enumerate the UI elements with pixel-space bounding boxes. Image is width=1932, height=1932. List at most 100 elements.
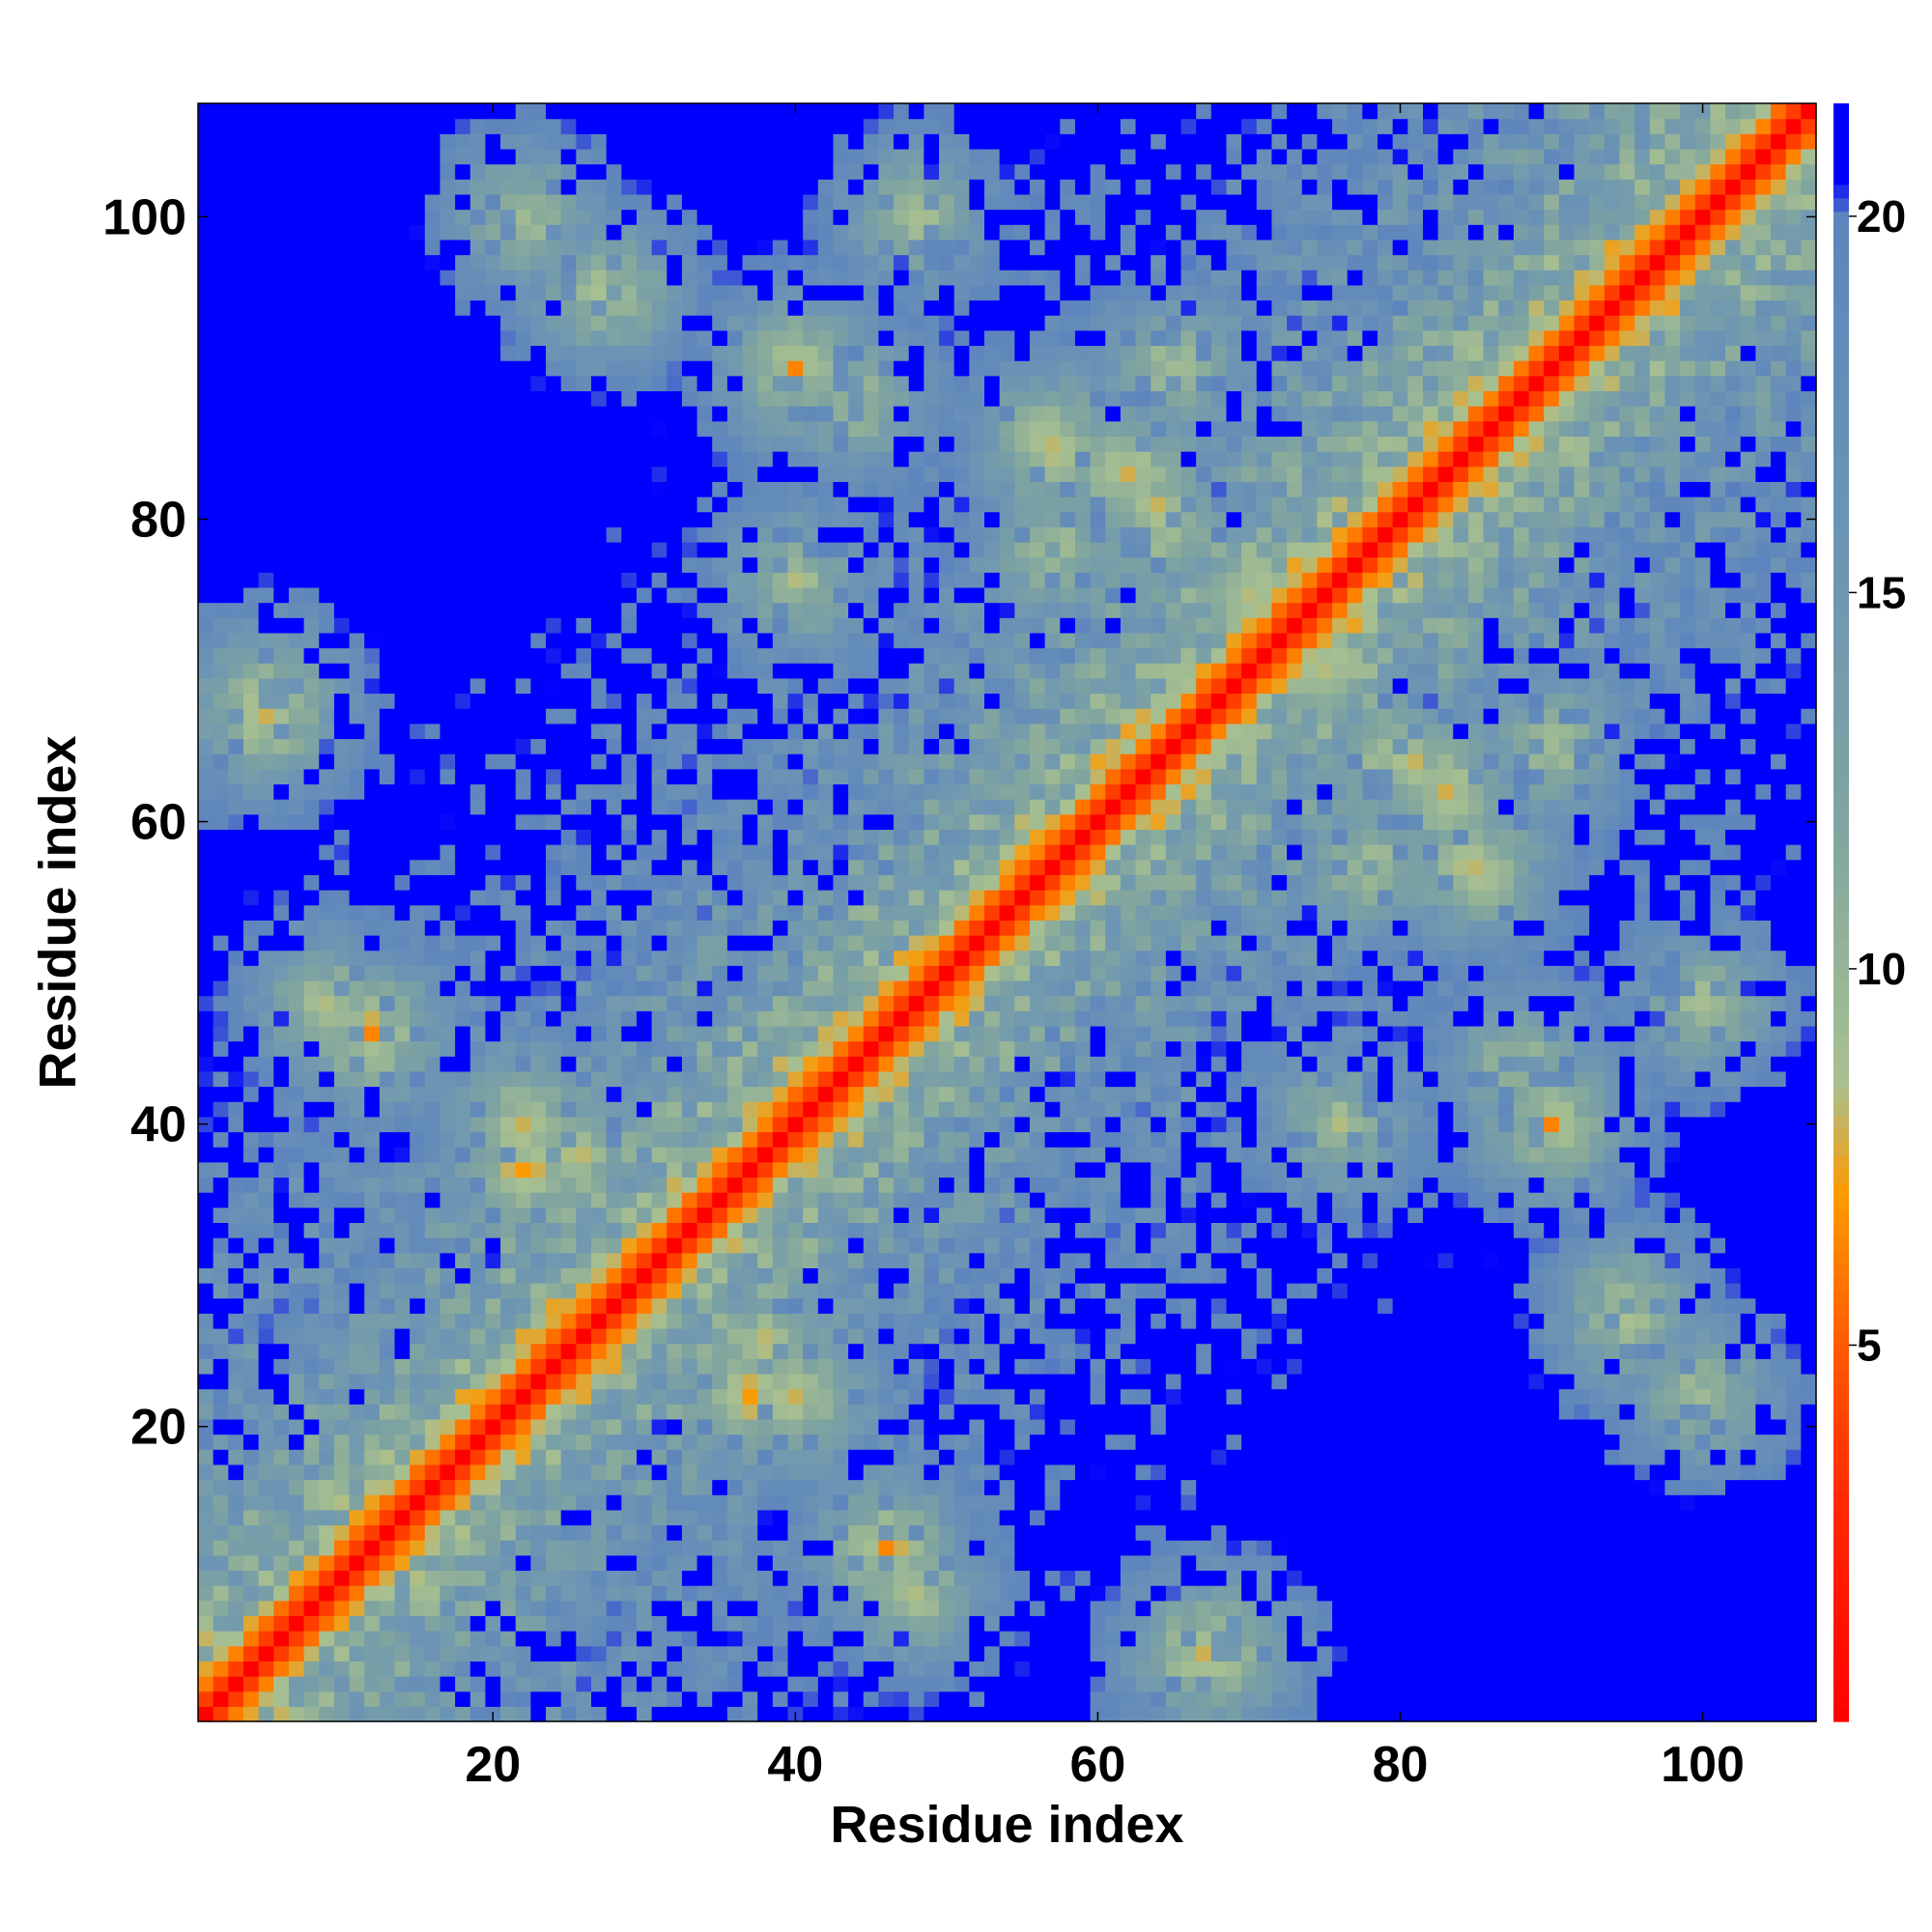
heatmap-cell xyxy=(591,934,608,952)
heatmap-cell xyxy=(726,1434,744,1450)
heatmap-cell xyxy=(817,1237,835,1254)
heatmap-cell xyxy=(696,1101,713,1118)
heatmap-cell xyxy=(349,844,365,861)
heatmap-cell xyxy=(469,133,487,150)
heatmap-cell xyxy=(455,723,471,740)
heatmap-cell xyxy=(530,859,547,875)
heatmap-cell xyxy=(333,1524,351,1541)
heatmap-cell xyxy=(485,315,501,331)
heatmap-cell xyxy=(364,890,381,906)
heatmap-cell xyxy=(591,677,608,695)
heatmap-cell xyxy=(863,1615,880,1632)
heatmap-cell xyxy=(591,632,608,649)
heatmap-cell xyxy=(242,995,260,1011)
heatmap-cell xyxy=(379,813,396,830)
heatmap-cell xyxy=(242,526,260,543)
heatmap-cell xyxy=(333,360,351,377)
heatmap-cell xyxy=(894,1222,910,1238)
heatmap-cell xyxy=(576,1327,592,1345)
heatmap-cell xyxy=(410,1343,426,1359)
heatmap-cell xyxy=(817,390,835,407)
heatmap-cell xyxy=(500,1010,517,1027)
heatmap-cell xyxy=(833,859,849,875)
heatmap-cell xyxy=(803,693,819,709)
heatmap-cell xyxy=(546,541,562,558)
heatmap-cell xyxy=(848,345,865,361)
heatmap-cell xyxy=(410,179,426,195)
heatmap-cell xyxy=(364,1056,381,1072)
heatmap-cell xyxy=(667,1297,683,1314)
heatmap-cell xyxy=(288,148,305,165)
heatmap-cell xyxy=(303,1418,320,1435)
heatmap-cell xyxy=(303,1434,320,1450)
heatmap-cell xyxy=(621,1540,638,1556)
heatmap-cell xyxy=(636,133,653,150)
heatmap-cell xyxy=(772,1434,789,1450)
heatmap-cell xyxy=(848,436,865,452)
heatmap-cell xyxy=(696,436,713,452)
heatmap-cell xyxy=(485,1479,501,1495)
heatmap-cell xyxy=(424,859,441,875)
heatmap-cell xyxy=(455,315,471,331)
heatmap-cell xyxy=(319,315,335,331)
heatmap-cell xyxy=(803,1494,819,1511)
heatmap-cell xyxy=(469,1540,487,1556)
heatmap-cell xyxy=(273,1207,290,1224)
heatmap-cell xyxy=(546,451,562,468)
heatmap-cell xyxy=(198,1690,214,1707)
heatmap-cell xyxy=(726,632,744,649)
heatmap-cell xyxy=(364,193,381,211)
heatmap-cell xyxy=(349,451,365,468)
heatmap-cell xyxy=(198,859,214,875)
heatmap-cell xyxy=(894,965,910,981)
heatmap-cell xyxy=(606,390,622,407)
heatmap-cell xyxy=(213,420,229,437)
heatmap-cell xyxy=(863,1343,880,1359)
heatmap-cell xyxy=(833,1297,849,1314)
heatmap-cell xyxy=(742,345,758,361)
heatmap-cell xyxy=(273,1086,290,1102)
heatmap-cell xyxy=(757,556,774,573)
heatmap-cell xyxy=(696,1434,713,1450)
heatmap-cell xyxy=(410,890,426,906)
heatmap-cell xyxy=(364,103,381,120)
heatmap-cell xyxy=(863,1116,880,1133)
heatmap-cell xyxy=(772,179,789,195)
heatmap-cell xyxy=(546,1509,562,1526)
heatmap-cell xyxy=(803,768,819,785)
heatmap-cell xyxy=(863,1524,880,1541)
heatmap-cell xyxy=(772,1131,789,1148)
heatmap-cell xyxy=(681,1706,698,1722)
heatmap-cell xyxy=(848,420,865,437)
heatmap-cell xyxy=(667,345,683,361)
heatmap-cell xyxy=(410,995,426,1011)
heatmap-cell xyxy=(787,647,804,664)
heatmap-cell xyxy=(364,1690,381,1707)
heatmap-cell xyxy=(576,466,592,482)
heatmap-cell xyxy=(228,163,244,180)
heatmap-cell xyxy=(606,572,622,588)
heatmap-cell xyxy=(273,829,290,845)
heatmap-cell xyxy=(757,103,774,120)
heatmap-cell xyxy=(576,677,592,695)
heatmap-cell xyxy=(303,829,320,845)
heatmap-cell xyxy=(787,799,804,815)
heatmap-cell xyxy=(198,1463,214,1481)
heatmap-cell xyxy=(440,632,456,649)
heatmap-cell xyxy=(303,738,320,754)
heatmap-cell xyxy=(681,1600,698,1617)
heatmap-cell xyxy=(242,920,260,936)
heatmap-cell xyxy=(621,617,638,634)
heatmap-cell xyxy=(319,1449,335,1465)
heatmap-cell xyxy=(803,1343,819,1359)
heatmap-cell xyxy=(288,556,305,573)
heatmap-cell xyxy=(455,360,471,377)
heatmap-cell xyxy=(651,1297,668,1314)
heatmap-cell xyxy=(469,1313,487,1329)
heatmap-cell xyxy=(485,647,501,664)
heatmap-cell xyxy=(878,1222,895,1238)
heatmap-cell xyxy=(651,874,668,891)
heatmap-cell xyxy=(742,647,758,664)
heatmap-cell xyxy=(424,436,441,452)
heatmap-cell xyxy=(228,950,244,966)
